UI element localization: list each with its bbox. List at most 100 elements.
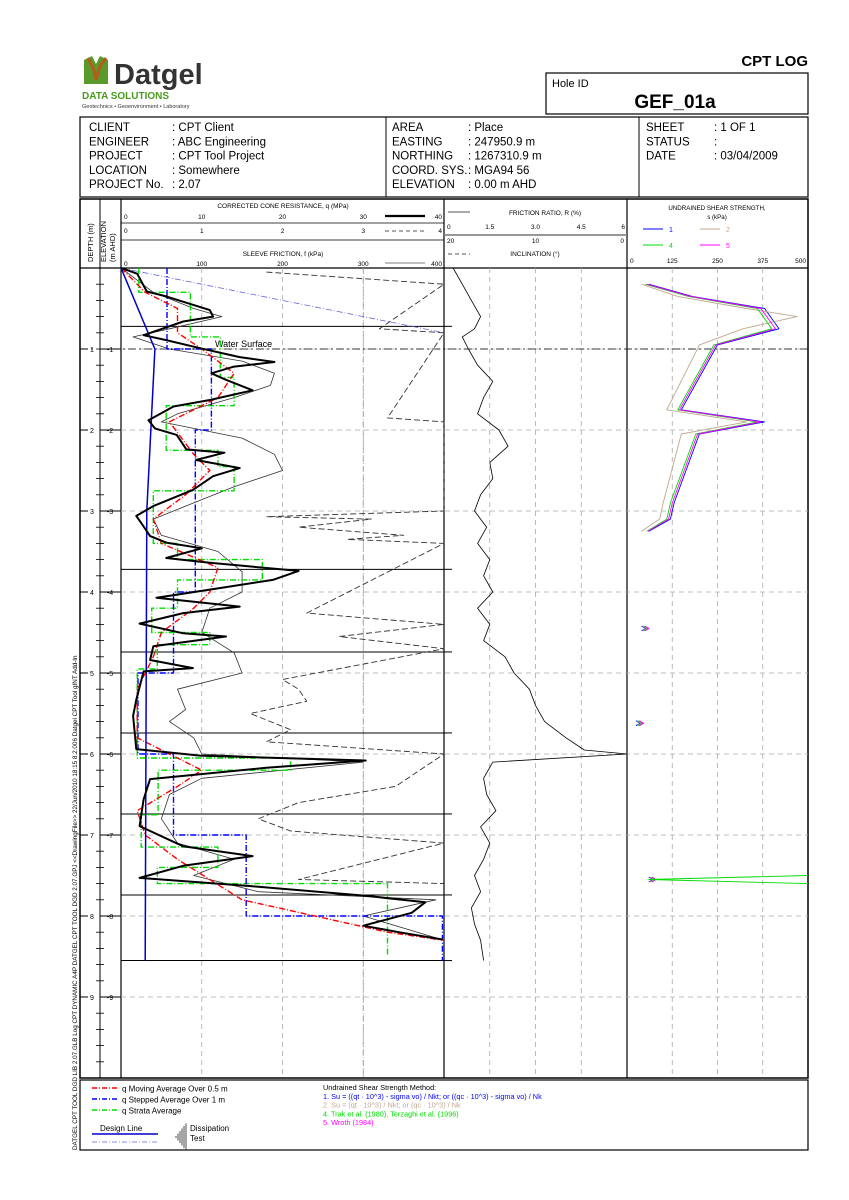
doc-title: CPT LOG: [741, 53, 808, 70]
su-line-5: [639, 720, 645, 727]
info-box: [79, 116, 809, 198]
fs-tick: 200: [277, 261, 288, 268]
project-info: CLIENT: CPT Client ENGINEER: ABC Engineer…: [89, 122, 778, 191]
depth-label: 9: [90, 995, 94, 1002]
design-line-label: Design Line: [100, 1124, 143, 1133]
info-key-left: PROJECT: [89, 151, 143, 163]
incl-tick: 10: [532, 238, 540, 245]
su-line-4: [637, 720, 644, 727]
depth-label: 8: [90, 914, 94, 921]
fs-tick: 100: [196, 261, 207, 268]
su-line-1: [635, 720, 641, 727]
fs-title: SLEEVE FRICTION, f (kPa): [243, 251, 324, 258]
info-key-left: LOCATION: [89, 165, 147, 177]
hole-id-value: GEF_01a: [634, 92, 716, 113]
info-key-mid: COORD. SYS.: [392, 165, 467, 177]
su-tick: 375: [757, 258, 768, 265]
qc2-tick: 1: [200, 228, 204, 235]
su-method-title: Undrained Shear Strength Method:: [323, 1083, 436, 1092]
qt-stepped-average-line: [137, 268, 444, 961]
rf-tick: 0: [447, 224, 451, 231]
su-legend-label: 1: [669, 227, 673, 234]
qc-tick: 0: [124, 214, 128, 221]
su-line-4: [648, 875, 809, 885]
info-key-mid: ELEVATION: [392, 179, 455, 191]
su-title: UNDRAINED SHEAR STRENGTH,: [668, 205, 766, 212]
su-method-item: 5. Wroth (1984): [323, 1118, 374, 1127]
su-method-item: 4. Trak et al. (1980), Terzaghi et al. (…: [323, 1109, 459, 1118]
dissipation-label-2: Test: [190, 1134, 205, 1143]
legend-label: q Stepped Average Over 1 m: [122, 1096, 225, 1105]
su-method-item: 1. Su = ((qt · 10^3) - sigma vo) / Nkt; …: [323, 1092, 542, 1101]
info-value-left: : 2.07: [172, 179, 201, 191]
info-key-mid: AREA: [392, 122, 424, 134]
legend-label: q Moving Average Over 0.5 m: [122, 1085, 228, 1094]
sleeve-friction-line: [120, 267, 445, 941]
legend-box: [79, 1079, 809, 1151]
su-line-2: [642, 625, 648, 632]
dissipation-label: Dissipation: [190, 1124, 229, 1133]
incl-tick: 20: [447, 238, 455, 245]
info-key-right: DATE: [646, 151, 676, 163]
depth-axis-label: DEPTH (m): [86, 223, 95, 262]
elevation-label: -3: [107, 509, 113, 516]
qc-tick: 10: [198, 214, 206, 221]
info-value-right: : 03/04/2009: [714, 151, 778, 163]
elevation-label: -2: [107, 428, 113, 435]
log-grid: 1 -1 2 -2 3 -3 4 -4 5 -5 6 -6 7 -7 8 -8 9 -9 Water Surface: [80, 199, 808, 1078]
depth-label: 3: [90, 509, 94, 516]
depth-label: 5: [90, 671, 94, 678]
info-key-right: STATUS: [646, 136, 690, 148]
elevation-label: -8: [107, 914, 113, 921]
elevation-label: -1: [107, 347, 113, 354]
info-key-right: SHEET: [646, 122, 684, 134]
depth-label: 6: [90, 752, 94, 759]
qc2-tick: 0: [124, 228, 128, 235]
su-line-2: [636, 720, 642, 727]
qc2-tick: 2: [281, 228, 285, 235]
su-method-item: 2. Su = (qt · 10^3) / Nkt; or (qc · 10^3…: [323, 1101, 461, 1110]
su-line-4: [643, 625, 649, 632]
su-line-4: [644, 283, 773, 532]
su-legend-label: 5: [726, 243, 730, 250]
info-key-left: ENGINEER: [89, 136, 149, 148]
info-key-mid: EASTING: [392, 136, 443, 148]
u2-pore-pressure-line: [249, 271, 445, 885]
qc2-tick: 4: [438, 228, 442, 235]
logo-sub: DATA SOLUTIONS: [82, 91, 169, 102]
info-value-mid: : Place: [468, 122, 503, 134]
legend: q Moving Average Over 0.5 m q Stepped Ave…: [92, 1083, 542, 1151]
fs-tick: 300: [358, 261, 369, 268]
su-legend-label: 2: [726, 227, 730, 234]
info-value-right: :: [714, 136, 717, 148]
logo-tagline: Geotechnics • Geoenvironment • Laborator…: [82, 104, 190, 110]
info-value-mid: : 1267310.9 m: [468, 151, 542, 163]
info-value-right: : 1 OF 1: [714, 122, 756, 134]
su-tick: 125: [667, 258, 678, 265]
info-value-left: : CPT Tool Project: [172, 151, 265, 163]
logo-name: Datgel: [114, 59, 203, 91]
qc-tick: 30: [360, 214, 368, 221]
rf-title: FRICTION RATIO, R (%): [509, 210, 581, 217]
info-value-left: : ABC Engineering: [172, 136, 266, 148]
info-value-mid: : MGA94 56: [468, 165, 529, 177]
corrected-cone-resistance-line: [120, 267, 443, 941]
fs-tick: 400: [431, 261, 442, 268]
depth-label: 1: [90, 347, 94, 354]
su-subtitle: s (kPa): [707, 214, 727, 221]
elevation-axis-label: ELEVATION: [99, 221, 108, 262]
qc-tick: 40: [435, 214, 443, 221]
rf-tick: 1.5: [485, 224, 494, 231]
side-file-text: DATGEL CPT TOOL DGD LIB 2.07.GLB Log CPT…: [72, 655, 79, 1150]
su-line-5: [646, 283, 776, 532]
elevation-label: -5: [107, 671, 113, 678]
rf-tick: 6: [621, 224, 625, 231]
info-value-mid: : 247950.9 m: [468, 136, 535, 148]
info-key-left: CLIENT: [89, 122, 130, 134]
elevation-label: -6: [107, 752, 113, 759]
info-key-mid: NORTHING: [392, 151, 453, 163]
su-tick: 500: [795, 258, 806, 265]
depth-label: 4: [90, 590, 94, 597]
info-key-left: PROJECT No.: [89, 179, 164, 191]
